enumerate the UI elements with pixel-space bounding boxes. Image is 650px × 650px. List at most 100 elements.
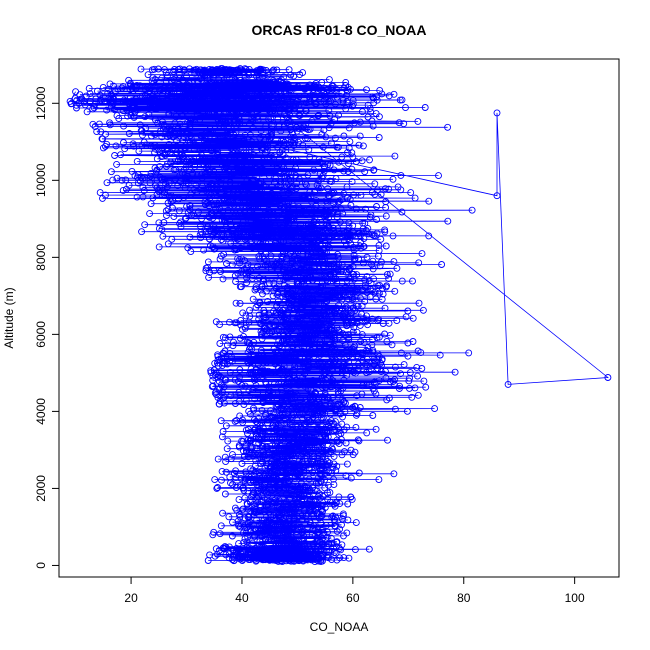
data-point — [290, 463, 297, 470]
data-point — [147, 200, 155, 208]
data-point — [337, 546, 345, 554]
data-point — [246, 474, 254, 482]
data-point — [251, 286, 259, 294]
data-point — [345, 160, 352, 168]
data-point — [258, 406, 266, 414]
data-point — [309, 243, 317, 251]
data-point — [368, 117, 376, 125]
data-point — [414, 372, 421, 380]
data-point — [317, 300, 325, 308]
data-point — [254, 103, 261, 111]
data-point — [335, 493, 343, 501]
data-point — [300, 260, 308, 268]
data-point — [335, 197, 343, 205]
data-point — [92, 95, 100, 103]
data-point — [373, 93, 381, 101]
data-point — [274, 105, 282, 113]
data-point — [266, 92, 274, 100]
data-point — [363, 355, 371, 363]
data-point — [274, 115, 282, 123]
data-point — [140, 138, 148, 146]
data-point — [176, 148, 184, 156]
data-point — [321, 376, 329, 384]
data-point — [265, 497, 273, 505]
data-point — [218, 433, 226, 441]
data-point — [242, 468, 250, 476]
data-point — [206, 551, 214, 559]
data-point — [303, 546, 311, 554]
data-point — [299, 347, 307, 355]
data-point — [376, 262, 384, 270]
data-point — [260, 275, 268, 283]
data-point — [139, 131, 146, 139]
data-point — [241, 131, 249, 139]
data-point — [382, 242, 390, 250]
data-point — [393, 264, 401, 272]
data-point — [218, 226, 225, 234]
data-point — [287, 188, 295, 195]
data-point — [276, 503, 283, 511]
data-point — [264, 71, 272, 79]
data-point — [284, 333, 292, 340]
data-point — [258, 165, 266, 173]
data-point — [249, 95, 257, 103]
data-point — [415, 299, 423, 307]
data-point — [311, 264, 318, 272]
data-point — [283, 505, 290, 513]
data-point — [321, 394, 329, 402]
data-point — [246, 370, 254, 377]
data-point — [345, 554, 353, 562]
data-point — [331, 134, 339, 142]
data-point — [263, 432, 271, 440]
data-point — [308, 310, 315, 318]
data-point — [295, 111, 303, 119]
data-point — [215, 79, 223, 87]
data-point — [389, 232, 397, 240]
data-point — [315, 112, 323, 119]
data-point — [352, 205, 360, 213]
data-point — [256, 298, 264, 306]
data-point — [403, 407, 411, 415]
data-point — [343, 423, 351, 431]
data-point — [192, 181, 200, 189]
data-point — [299, 69, 307, 77]
data-point — [302, 107, 309, 115]
data-point — [420, 377, 428, 385]
data-point — [347, 493, 355, 501]
data-point — [328, 513, 336, 521]
data-point — [254, 449, 262, 457]
data-point — [147, 172, 154, 180]
data-point — [383, 270, 391, 278]
data-point — [250, 404, 257, 412]
data-point — [301, 134, 309, 142]
data-point — [361, 297, 369, 305]
data-point — [134, 171, 142, 179]
data-point — [293, 184, 300, 192]
data-point — [160, 121, 168, 129]
data-point — [278, 394, 286, 402]
data-point — [321, 239, 329, 247]
data-point — [300, 191, 308, 199]
data-point — [247, 368, 255, 376]
data-point — [296, 324, 304, 331]
data-point — [344, 500, 352, 508]
data-point — [242, 397, 250, 405]
data-point — [435, 172, 442, 180]
data-point — [288, 499, 295, 507]
data-point — [214, 150, 222, 158]
data-point — [398, 277, 406, 285]
data-point — [307, 192, 315, 200]
data-point — [317, 413, 325, 421]
data-point — [210, 528, 218, 536]
data-point — [197, 222, 204, 230]
data-point — [357, 191, 365, 199]
data-point — [186, 65, 193, 73]
data-point — [302, 512, 310, 520]
data-point — [283, 80, 291, 88]
data-point — [221, 131, 229, 139]
data-point — [211, 476, 219, 484]
data-point — [280, 266, 288, 274]
data-point — [366, 293, 374, 301]
data-point — [409, 314, 417, 322]
data-point — [256, 320, 264, 328]
